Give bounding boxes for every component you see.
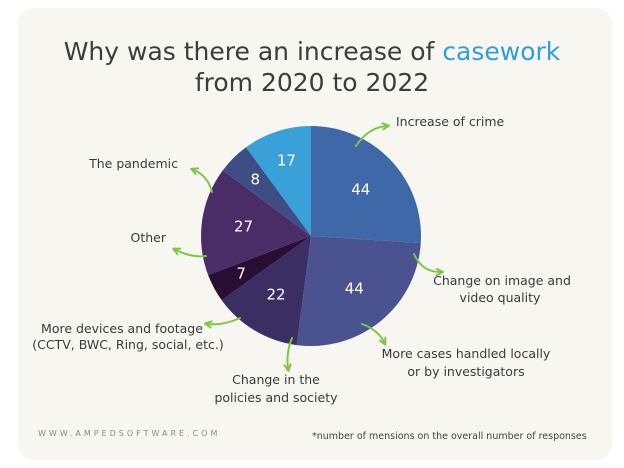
callout-arrows [176, 126, 440, 368]
slice-value-other: 8 [251, 171, 261, 189]
footnote: *number of mensions on the overall numbe… [312, 431, 587, 442]
slice-label-other-line1: Other [131, 230, 167, 245]
pie-slice-change-on-image-and-video-quality [296, 236, 421, 346]
page-title: Why was there an increase of casework fr… [0, 36, 624, 98]
callout-labels: Increase of crime Change on image and vide… [32, 114, 571, 405]
pie-slice-other [222, 147, 311, 236]
slice-label-more-cases-handled-locally-or-by-investigators-line2: or by investigators [407, 364, 524, 379]
pie-slice-more-devices-and-footage-cctv-bwc-ring-social-etc [201, 170, 311, 276]
slice-value-change-in-the-policies-and-society: 7 [236, 265, 246, 283]
slice-value-more-cases-handled-locally-or-by-investigators: 22 [266, 286, 285, 304]
title-accent-word: casework [442, 37, 561, 66]
callout-arrow-increase-of-crime [355, 126, 386, 147]
slice-value-change-on-image-and-video-quality: 44 [345, 280, 364, 298]
pie-slice-change-in-the-policies-and-society [208, 236, 311, 301]
slice-label-increase-of-crime-line1: Increase of crime [396, 114, 505, 129]
slice-label-more-devices-and-footage-cctv-bwc-ring-social-etc-line1: More devices and footage [41, 321, 203, 336]
slice-label-more-devices-and-footage-cctv-bwc-ring-social-etc-line2: (CCTV, BWC, Ring, social, etc.) [32, 337, 224, 352]
callout-arrow-the-pandemic [194, 170, 213, 193]
website-text: WWW.AMPEDSOFTWARE.COM [38, 429, 221, 438]
callout-arrow-change-in-the-policies-and-society [288, 337, 293, 368]
callout-arrow-more-cases-handled-locally-or-by-investigators [361, 323, 384, 342]
slice-label-the-pandemic-line1: The pandemic [88, 156, 178, 171]
slice-value-more-devices-and-footage-cctv-bwc-ring-social-etc: 27 [234, 218, 253, 236]
slice-label-change-in-the-policies-and-society-line1: Change in the [232, 372, 320, 387]
pie-slice-increase-of-crime [311, 125, 422, 244]
callout-arrow-change-on-image-and-video-quality [413, 253, 440, 272]
pie-slices [201, 125, 422, 346]
pie-slice-more-cases-handled-locally-or-by-investigators [221, 236, 311, 346]
title-line1-prefix: Why was there an increase of [63, 37, 443, 66]
slice-value-increase-of-crime: 44 [351, 180, 370, 198]
slice-label-change-on-image-and-video-quality-line2: video quality [460, 290, 541, 305]
slice-value-the-pandemic: 17 [277, 152, 296, 170]
callout-arrow-more-devices-and-footage-cctv-bwc-ring-social-etc [208, 317, 241, 324]
pie-slice-the-pandemic [246, 126, 311, 236]
slice-label-change-on-image-and-video-quality-line1: Change on image and [433, 273, 571, 288]
title-line2: from 2020 to 2022 [194, 68, 430, 97]
slice-label-change-in-the-policies-and-society-line2: policies and society [214, 390, 338, 405]
slice-label-more-cases-handled-locally-or-by-investigators-line1: More cases handled locally [382, 346, 551, 361]
callout-arrow-other [176, 250, 207, 258]
slice-values: 44 44 22 7 27 8 17 [234, 152, 370, 304]
